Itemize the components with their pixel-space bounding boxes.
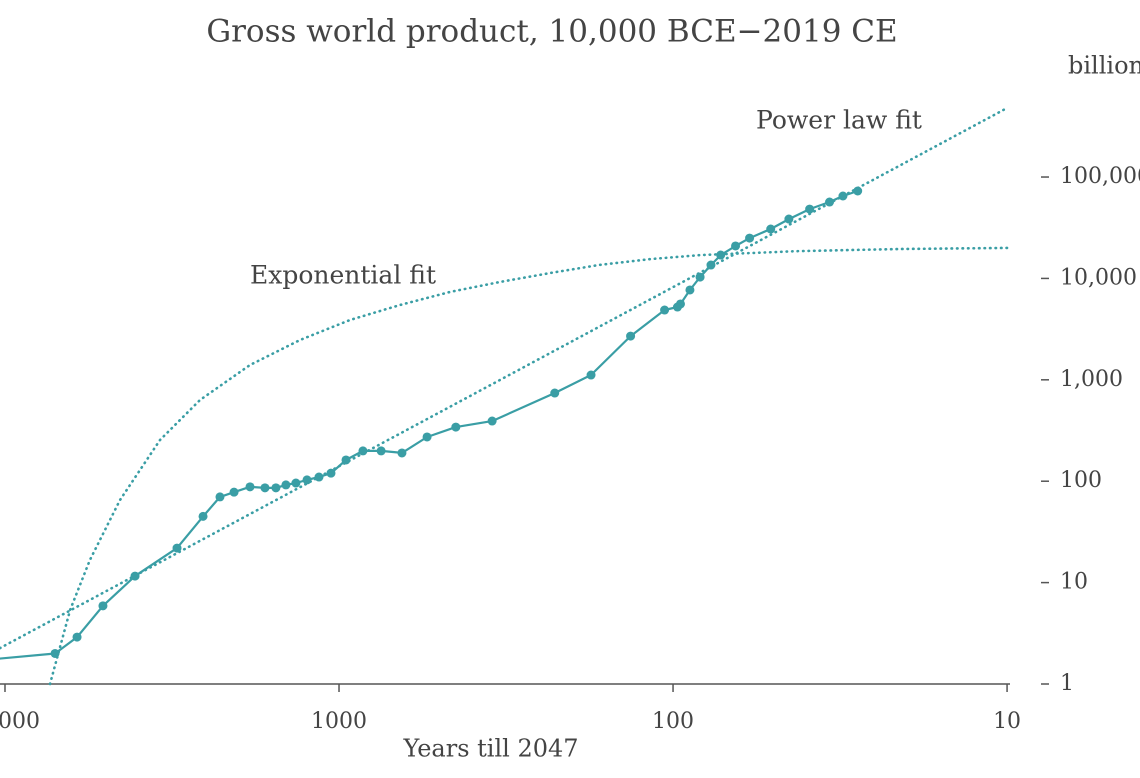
- y-tick-label: 100,000: [1060, 164, 1140, 189]
- data-point: [805, 204, 815, 214]
- data-point: [302, 475, 312, 485]
- data-point: [550, 388, 560, 398]
- data-point: [260, 483, 270, 493]
- data-point: [487, 416, 497, 426]
- x-axis-label: Years till 2047: [402, 735, 578, 763]
- data-point: [731, 241, 741, 251]
- data-point: [397, 448, 407, 458]
- data-point: [766, 224, 776, 234]
- data-point: [72, 632, 82, 642]
- data-point: [685, 285, 695, 295]
- data-point: [853, 186, 863, 196]
- y-tick-label: 1,000: [1060, 367, 1123, 392]
- y-tick-label: 10,000: [1060, 265, 1137, 290]
- x-tick-label: 10: [993, 709, 1021, 734]
- data-point: [675, 299, 685, 309]
- data-point: [341, 455, 351, 465]
- data-point: [376, 446, 386, 456]
- data-point: [626, 331, 636, 341]
- data-point: [215, 492, 225, 502]
- data-point: [745, 233, 755, 243]
- x-tick-label: 100: [652, 709, 694, 734]
- chart-title: Gross world product, 10,000 BCE−2019 CE: [206, 14, 897, 50]
- data-point: [784, 214, 794, 224]
- data-point: [281, 480, 291, 490]
- data-point: [660, 305, 670, 315]
- x-tick-label: 1000: [311, 709, 367, 734]
- data-point: [229, 487, 239, 497]
- y-tick-label: 1: [1060, 671, 1074, 696]
- data-point: [271, 483, 281, 493]
- data-point: [172, 543, 182, 553]
- data-point: [245, 482, 255, 492]
- y-axis-label: billions: [1068, 52, 1140, 80]
- data-point: [586, 370, 596, 380]
- fit-line: [0, 106, 1009, 650]
- data-point: [825, 197, 835, 207]
- annotation: Power law fit: [756, 106, 922, 135]
- fit-line: [48, 246, 1009, 686]
- data-point: [451, 422, 461, 432]
- data-point: [98, 601, 108, 611]
- x-tick-label: 10000: [0, 709, 40, 734]
- data-point: [291, 478, 301, 488]
- y-tick-label: 100: [1060, 468, 1102, 493]
- data-point: [422, 432, 432, 442]
- data-point: [198, 511, 208, 521]
- data-point: [326, 468, 336, 478]
- y-tick-label: 10: [1060, 570, 1088, 595]
- annotation: Exponential fit: [250, 261, 436, 290]
